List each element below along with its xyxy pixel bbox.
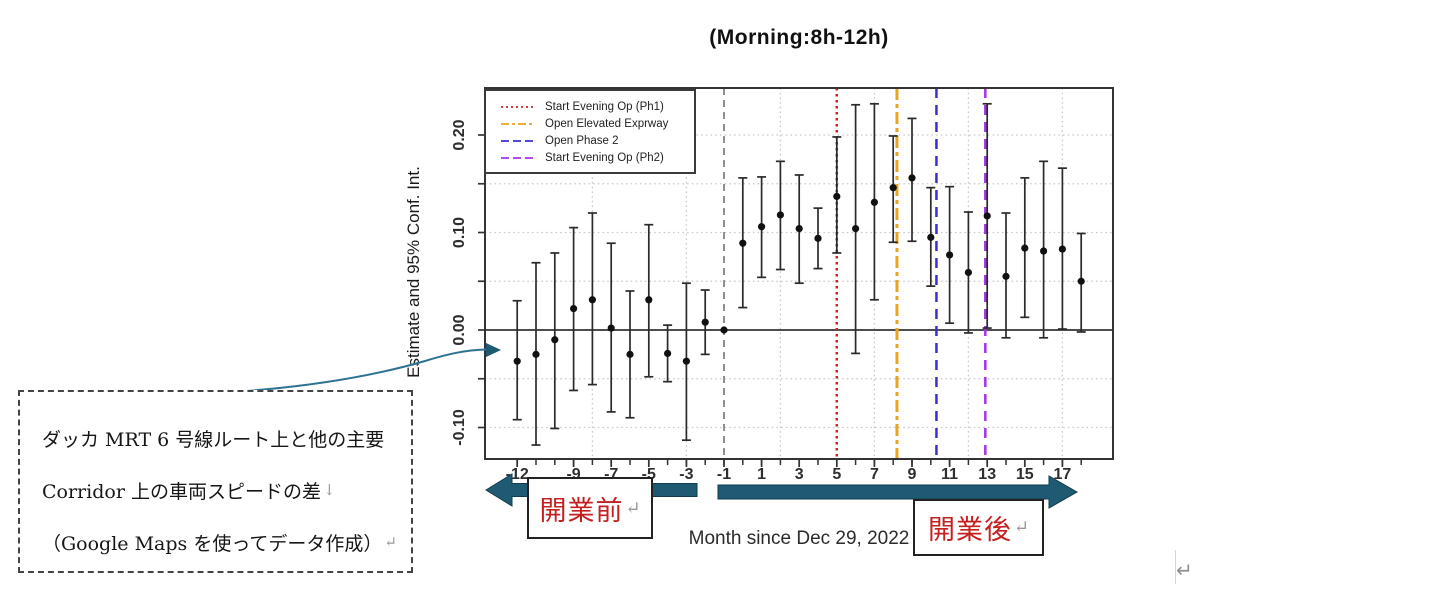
data-point (983, 212, 991, 220)
x-tick-label: 1 (757, 466, 766, 483)
note-connector-arrowhead (486, 343, 501, 357)
note-line: （Google Maps を使ってデータ作成） ↵ (42, 516, 411, 568)
legend-label: Start Evening Op (Ph1) (545, 100, 664, 113)
chart-legend: Start Evening Op (Ph1) Open Elevated Expr… (484, 89, 696, 174)
legend-line-sample (501, 156, 535, 159)
x-tick-label: 3 (795, 466, 804, 483)
data-point (776, 211, 785, 219)
note-connector-curve (246, 348, 487, 392)
data-point (645, 296, 653, 304)
data-point (1077, 277, 1085, 285)
y-tick-label: 0.00 (451, 314, 468, 345)
data-point (570, 304, 578, 313)
data-point (1021, 244, 1029, 252)
note-text: Corridor 上の車両スピードの差 (42, 480, 321, 503)
data-point (889, 184, 897, 192)
y-tick-label: -0.10 (451, 409, 468, 446)
post-opening-label-box: 開業後 ↵ (913, 499, 1044, 556)
data-point (927, 233, 935, 241)
legend-label: Open Phase 2 (545, 134, 619, 147)
pre-opening-label-box: 開業前 ↵ (527, 477, 653, 539)
post-period-arrow (717, 475, 1079, 509)
legend-item: Open Phase 2 (492, 132, 688, 149)
x-tick-label: 17 (1054, 466, 1072, 483)
legend-item: Start Evening Op (Ph1) (492, 98, 688, 115)
data-point (739, 239, 747, 247)
y-tick-label: 0.20 (451, 119, 468, 150)
data-point (1058, 245, 1066, 253)
data-point (626, 350, 634, 358)
data-point (852, 225, 860, 233)
data-point (1002, 272, 1010, 280)
y-tick-label: 0.10 (451, 217, 468, 248)
paragraph-return-mark: ↵ (1176, 558, 1193, 582)
x-tick-label: 7 (870, 466, 879, 483)
data-point (607, 324, 615, 332)
data-point (814, 234, 822, 242)
data-point (720, 326, 728, 334)
x-tick-label: -1 (717, 466, 731, 483)
x-tick-label: 9 (908, 466, 917, 483)
note-line: ダッカ MRT 6 号線ルート上と他の主要 (42, 412, 411, 464)
data-point (758, 223, 766, 231)
note-text: （Google Maps を使ってデータ作成） (42, 532, 383, 555)
legend-label: Open Elevated Exprway (545, 117, 669, 130)
data-point (701, 318, 709, 326)
data-point (588, 296, 597, 304)
legend-item: Start Evening Op (Ph2) (492, 149, 688, 166)
x-axis-label: Month since Dec 29, 2022 (688, 528, 910, 549)
chart-title: (Morning:8h-12h) (709, 26, 889, 49)
data-point (1040, 247, 1048, 255)
data-point (513, 357, 521, 365)
data-point (908, 174, 916, 182)
data-point (870, 198, 879, 206)
line-break-mark: ↓ (322, 481, 336, 499)
return-mark: ↵ (1013, 517, 1030, 538)
x-tick-label: 11 (941, 466, 958, 483)
legend-item: Open Elevated Exprway (492, 115, 688, 132)
legend-line-sample (501, 139, 535, 142)
data-point (964, 268, 973, 277)
legend-line-sample (501, 105, 535, 108)
text-cursor (1175, 550, 1176, 584)
post-opening-label: 開業後 (927, 515, 1012, 546)
data-point (682, 357, 691, 365)
data-point (551, 336, 559, 344)
note-line: Corridor 上の車両スピードの差 ↓ (42, 464, 411, 516)
pre-opening-label: 開業前 (539, 495, 624, 527)
x-tick-label: 15 (1016, 466, 1034, 483)
data-point (946, 251, 954, 259)
data-point (795, 225, 803, 233)
note-box: ダッカ MRT 6 号線ルート上と他の主要 Corridor 上の車両スピードの… (18, 390, 413, 573)
return-mark: ↵ (625, 497, 641, 519)
legend-label: Start Evening Op (Ph2) (545, 151, 664, 164)
note-text: ダッカ MRT 6 号線ルート上と他の主要 (42, 428, 385, 451)
x-tick-label: 13 (978, 466, 996, 483)
x-tick-label: -3 (679, 466, 693, 483)
data-point (532, 350, 540, 358)
legend-line-sample (501, 122, 535, 125)
data-point (664, 349, 672, 357)
data-point (833, 192, 841, 201)
x-tick-label: 5 (832, 466, 841, 483)
return-mark: ↵ (384, 533, 397, 551)
